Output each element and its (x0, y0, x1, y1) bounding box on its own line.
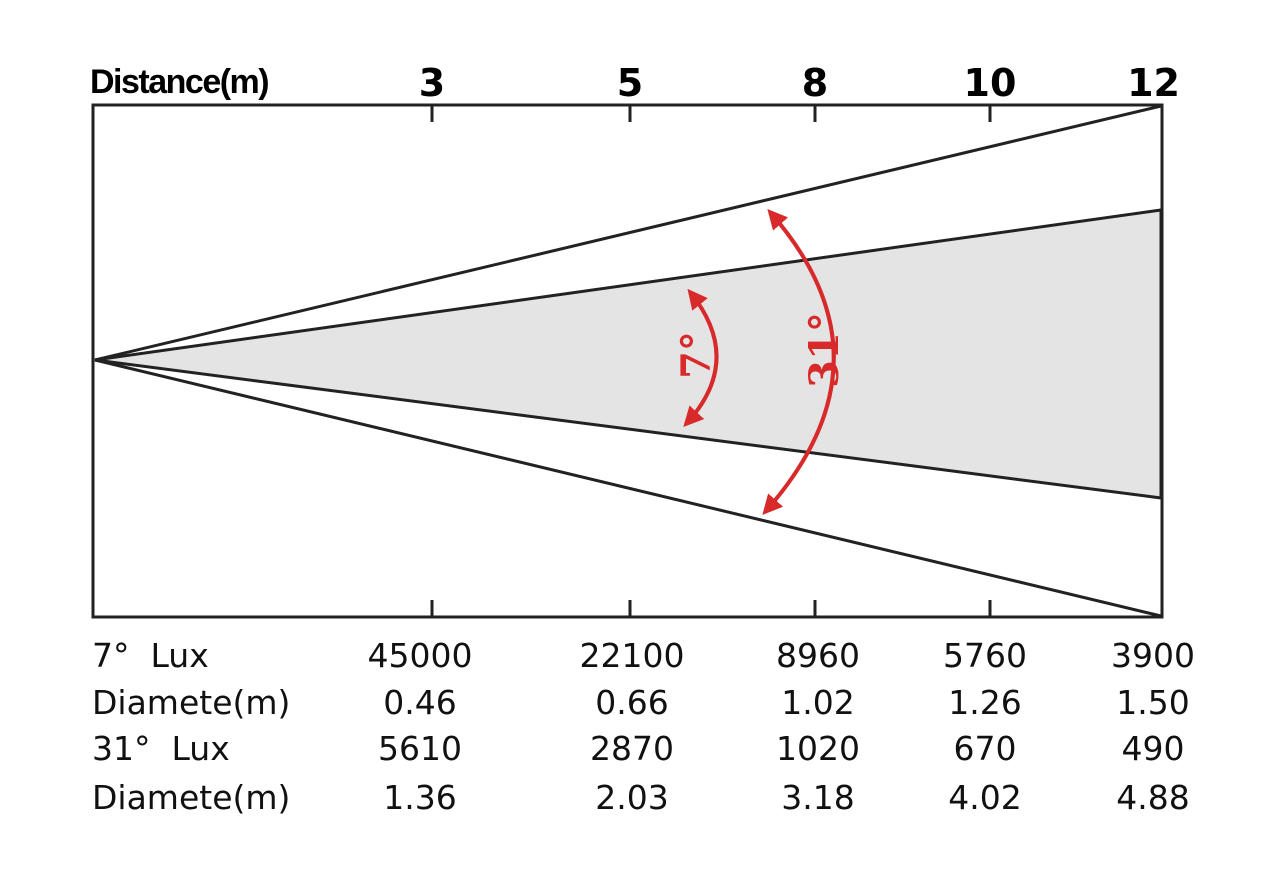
cell-value: 22100 (580, 636, 685, 675)
cell-value: 1.26 (948, 683, 1021, 722)
distance-value: 3 (419, 61, 445, 105)
row-label: 7° Lux (92, 636, 209, 675)
cell-value: 0.46 (383, 683, 456, 722)
cell-value: 8960 (776, 636, 860, 675)
distance-value: 8 (802, 61, 828, 105)
cell-value: 4.88 (1116, 778, 1189, 817)
wide-beam-edge (94, 358, 1162, 618)
cell-value: 2.03 (595, 778, 668, 817)
row-label: Diamete(m) (92, 683, 290, 722)
row-label: 31° Lux (92, 729, 230, 768)
narrow-angle-label: 7° (673, 331, 720, 379)
narrow-angle-arc (683, 288, 719, 427)
cell-value: 45000 (368, 636, 473, 675)
distance-value: 5 (617, 61, 643, 105)
wide-angle-label: 31° (801, 312, 848, 388)
cell-value: 0.66 (595, 683, 668, 722)
cell-value: 4.02 (948, 778, 1021, 817)
cell-value: 1.02 (781, 683, 854, 722)
cell-value: 5610 (378, 729, 462, 768)
cell-value: 1.50 (1116, 683, 1189, 722)
distance-label: Distance(m) (90, 63, 268, 101)
cell-value: 5760 (943, 636, 1027, 675)
row-label: Diamete(m) (92, 778, 290, 817)
cell-value: 2870 (590, 729, 674, 768)
distance-value: 12 (1127, 61, 1180, 105)
cell-value: 490 (1122, 729, 1185, 768)
cell-value: 670 (954, 729, 1017, 768)
cell-value: 3900 (1111, 636, 1195, 675)
frame (91, 103, 1164, 619)
distance-value: 10 (964, 61, 1017, 105)
wide-beam-edge (94, 104, 1162, 362)
cell-value: 3.18 (781, 778, 854, 817)
cell-value: 1.36 (383, 778, 456, 817)
cell-value: 1020 (776, 729, 860, 768)
wide-angle-arc (762, 208, 836, 515)
